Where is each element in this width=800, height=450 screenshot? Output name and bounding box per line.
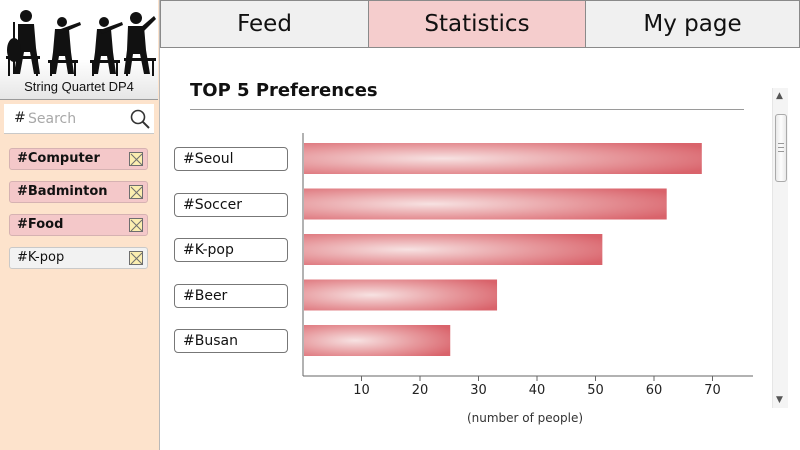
tag-label: #Food	[17, 217, 64, 232]
tag-label: #K-pop	[17, 250, 65, 265]
search-hash: #	[14, 110, 26, 126]
category-label: #Beer	[174, 283, 288, 308]
close-icon[interactable]	[129, 251, 143, 265]
tab-statistics[interactable]: Statistics	[368, 0, 586, 48]
page-title: TOP 5 Preferences	[190, 80, 378, 101]
x-tick-label: 10	[353, 383, 370, 398]
string-quartet-logo-icon	[6, 10, 156, 76]
scroll-thumb[interactable]	[775, 114, 787, 182]
search-box[interactable]: #	[4, 104, 154, 134]
bar-k-pop	[304, 234, 603, 265]
category-label: #K-pop	[174, 238, 288, 262]
logo: String Quartet DP4	[0, 0, 158, 100]
search-input[interactable]	[28, 108, 124, 130]
x-tick-label: 70	[704, 383, 721, 398]
category-label: #Busan	[174, 329, 288, 353]
x-tick-label: 20	[411, 383, 429, 398]
sidebar: String Quartet DP4 # #Computer #Badminto…	[0, 0, 160, 450]
x-tick-label: 40	[528, 383, 546, 398]
bar-busan	[304, 325, 451, 356]
bar-seoul	[304, 143, 702, 174]
tab-my-page[interactable]: My page	[585, 0, 800, 48]
x-tick-label: 50	[587, 383, 604, 398]
tag-label: #Badminton	[17, 184, 108, 199]
vertical-scrollbar[interactable]: ▲ ▼	[772, 88, 788, 408]
x-tick-label: 30	[470, 383, 487, 398]
close-icon[interactable]	[129, 152, 143, 166]
x-tick-label: 60	[645, 383, 663, 398]
category-label: #Soccer	[174, 192, 288, 217]
tag-kpop[interactable]: #K-pop	[9, 247, 148, 269]
close-icon[interactable]	[129, 218, 143, 232]
scroll-up-arrow-icon[interactable]: ▲	[776, 91, 783, 101]
tab-feed[interactable]: Feed	[160, 0, 369, 48]
magnifier-icon[interactable]	[129, 108, 151, 130]
scroll-down-arrow-icon[interactable]: ▼	[776, 395, 783, 405]
tag-food[interactable]: #Food	[9, 214, 148, 236]
title-divider	[190, 109, 744, 110]
category-label: #Seoul	[174, 147, 288, 171]
close-icon[interactable]	[129, 185, 143, 199]
bar-beer	[304, 279, 498, 311]
x-axis-label: (number of people)	[466, 411, 584, 425]
logo-text: String Quartet DP4	[24, 79, 134, 94]
tag-label: #Computer	[17, 151, 100, 166]
tag-computer[interactable]: #Computer	[9, 148, 148, 170]
tag-badminton[interactable]: #Badminton	[9, 181, 148, 203]
bar-soccer	[304, 188, 667, 220]
